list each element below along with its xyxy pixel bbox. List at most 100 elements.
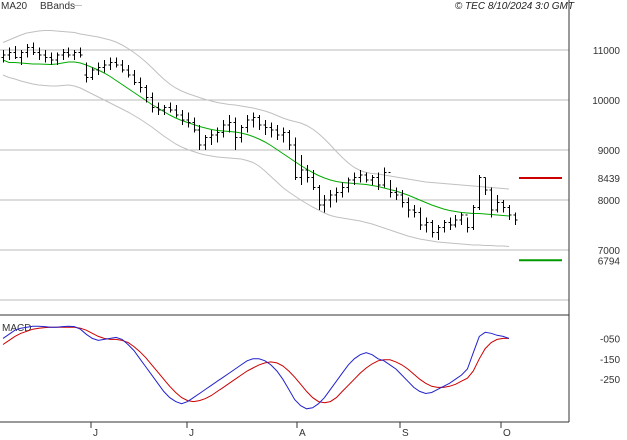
price-bar bbox=[215, 127, 220, 143]
macd-line bbox=[2, 325, 510, 410]
price-bar bbox=[168, 102, 173, 113]
macd-panel: MACD -050 -150 -250 bbox=[2, 323, 620, 410]
price-bar bbox=[388, 172, 393, 198]
price-bar bbox=[25, 44, 30, 58]
macd-title: MACD bbox=[2, 323, 31, 334]
bbands-legend-label: BBands bbox=[40, 1, 75, 12]
price-bar bbox=[144, 85, 149, 103]
price-bar bbox=[471, 205, 476, 230]
x-tick-label: A bbox=[299, 428, 306, 439]
ma-legend-label: MA20 bbox=[1, 1, 28, 12]
price-bars bbox=[1, 42, 518, 240]
price-bar bbox=[412, 205, 417, 218]
price-bar bbox=[382, 167, 387, 188]
price-bar bbox=[55, 52, 60, 65]
price-bar bbox=[287, 130, 292, 150]
price-bar bbox=[507, 205, 512, 220]
price-bar bbox=[31, 42, 36, 55]
price-bar bbox=[120, 60, 125, 73]
price-bar bbox=[453, 215, 458, 228]
price-bar bbox=[132, 70, 137, 85]
price-bar bbox=[293, 137, 298, 180]
bbands-legend-swatch bbox=[74, 5, 82, 6]
price-bar bbox=[227, 115, 232, 133]
price-bar bbox=[150, 92, 155, 113]
price-bar bbox=[448, 217, 453, 230]
macd-tick-label: -050 bbox=[600, 334, 620, 345]
price-tick-label: 8000 bbox=[598, 196, 621, 207]
price-levels: 8439 6794 bbox=[519, 174, 620, 267]
price-bar bbox=[459, 212, 464, 225]
price-grid bbox=[0, 49, 569, 301]
price-bar bbox=[477, 175, 482, 210]
price-bar bbox=[114, 57, 119, 68]
price-bar bbox=[346, 177, 351, 193]
price-bar bbox=[465, 214, 470, 233]
price-bar bbox=[1, 50, 6, 63]
price-bar bbox=[358, 170, 363, 183]
price-tick-label: 11000 bbox=[593, 46, 621, 57]
price-bar bbox=[317, 185, 322, 210]
price-bar bbox=[78, 47, 83, 58]
bbands-lines bbox=[2, 30, 510, 247]
price-bar bbox=[102, 60, 107, 73]
price-bar bbox=[192, 117, 197, 133]
ma20-line bbox=[2, 59, 510, 217]
x-tick-label: J bbox=[189, 428, 194, 439]
price-bar bbox=[251, 112, 256, 128]
price-bar bbox=[495, 195, 500, 213]
price-bar bbox=[299, 155, 304, 185]
price-bar bbox=[61, 49, 66, 60]
price-bar bbox=[370, 175, 375, 185]
price-bar bbox=[257, 115, 262, 130]
x-tick-label: S bbox=[402, 428, 409, 439]
price-bar bbox=[364, 172, 369, 183]
price-bar bbox=[221, 120, 226, 138]
price-bar bbox=[84, 62, 89, 83]
price-bar bbox=[376, 172, 381, 190]
ma20-line-path bbox=[2, 59, 510, 217]
price-bar bbox=[90, 67, 95, 80]
price-bar bbox=[275, 125, 280, 140]
price-bar bbox=[334, 187, 339, 203]
macd-tick-label: -150 bbox=[600, 355, 620, 366]
price-bar bbox=[239, 125, 244, 143]
price-bar bbox=[513, 212, 518, 225]
price-panel: 8439 6794 11000 10000 9000 8000 7000 bbox=[0, 30, 621, 301]
price-bar bbox=[203, 135, 208, 150]
price-bar bbox=[418, 207, 423, 230]
price-bar bbox=[209, 130, 214, 145]
price-bar bbox=[197, 125, 202, 150]
price-bar bbox=[501, 200, 506, 213]
macd-signal-line bbox=[2, 326, 509, 404]
macd-tick-label: -250 bbox=[600, 375, 620, 386]
price-bar bbox=[66, 47, 71, 58]
price-tick-label: 9000 bbox=[598, 146, 621, 157]
price-bar bbox=[311, 170, 316, 190]
price-bar bbox=[489, 187, 494, 218]
price-bar bbox=[72, 50, 77, 60]
price-bar bbox=[436, 225, 441, 240]
price-bar bbox=[180, 110, 185, 125]
price-bar bbox=[483, 177, 488, 195]
price-bar bbox=[394, 187, 399, 200]
price-tick-label: 7000 bbox=[598, 246, 621, 257]
price-bar bbox=[245, 115, 250, 133]
price-bar bbox=[233, 117, 238, 150]
price-bar bbox=[281, 127, 286, 143]
price-bar bbox=[156, 102, 161, 115]
copyright-label: © TEC 8/10/2024 3:0 GMT bbox=[455, 1, 575, 12]
price-bar bbox=[269, 122, 274, 138]
price-bar bbox=[19, 50, 24, 65]
price-bar bbox=[186, 112, 191, 128]
price-bar bbox=[400, 190, 405, 208]
macd-lines bbox=[2, 325, 510, 410]
level-label: 6794 bbox=[598, 256, 621, 267]
price-bar bbox=[108, 57, 113, 70]
price-bar bbox=[7, 47, 12, 60]
price-bar bbox=[96, 62, 101, 75]
bbands-lower-line bbox=[2, 74, 510, 247]
price-bar bbox=[352, 172, 357, 185]
